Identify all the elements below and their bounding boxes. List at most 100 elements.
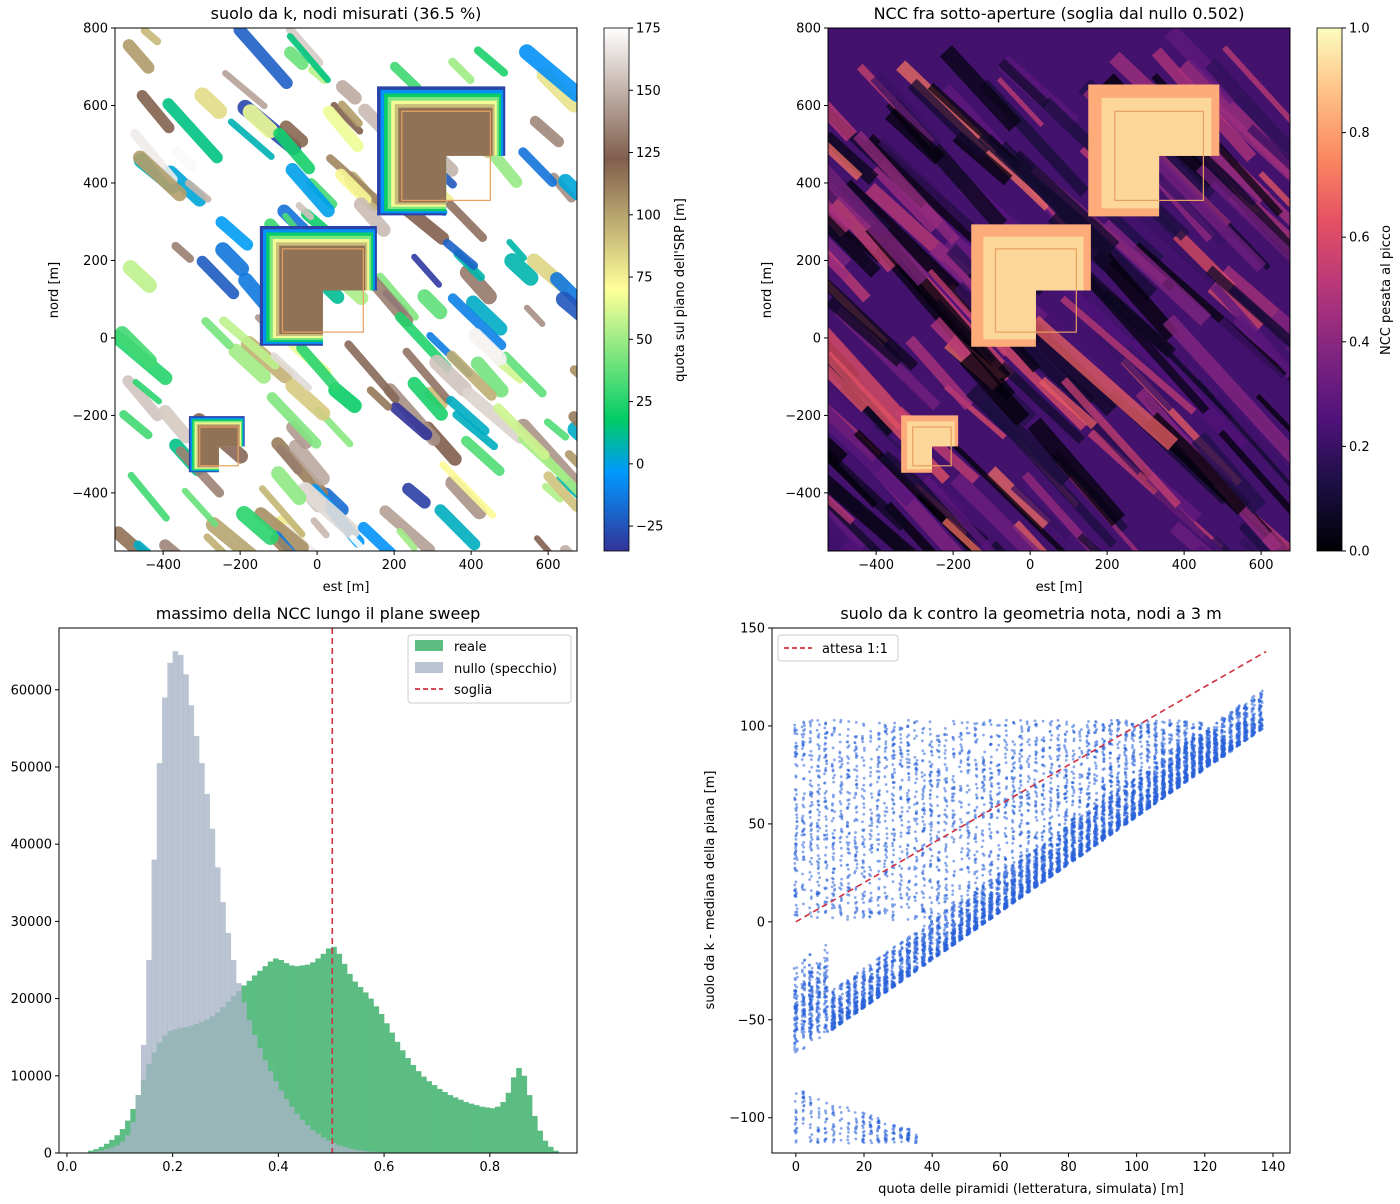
scatter-point <box>1125 721 1128 724</box>
scatter-point <box>817 872 820 875</box>
ncc-streak <box>1336 386 1400 483</box>
scatter-point <box>1176 725 1179 728</box>
scatter-point <box>914 830 917 833</box>
scatter-point <box>1140 745 1143 748</box>
hist-bar-reale <box>416 1071 422 1153</box>
scatter-point <box>795 880 798 883</box>
scatter-point <box>981 845 984 848</box>
scatter-point <box>839 752 842 755</box>
hist-bar-reale <box>405 1058 411 1153</box>
scatter-point <box>848 841 851 844</box>
scatter-point <box>951 884 954 887</box>
scatter-point <box>833 884 836 887</box>
y-tick-label: 800 <box>83 22 108 37</box>
scatter-point <box>943 752 946 755</box>
scatter-point <box>886 790 889 793</box>
scatter-point <box>825 818 828 821</box>
scatter-point <box>1004 827 1007 830</box>
scatter-point <box>960 895 963 898</box>
scatter-point <box>1131 754 1134 757</box>
scatter-point <box>906 903 909 906</box>
scatter-point <box>862 841 865 844</box>
scatter-point <box>1102 757 1105 760</box>
scatter-point <box>1049 781 1052 784</box>
y-tick-label: 50000 <box>11 760 52 775</box>
scatter-point <box>1139 773 1142 776</box>
scatter-point <box>938 740 941 743</box>
scatter-point <box>1018 795 1021 798</box>
y-tick-label: 20000 <box>11 992 52 1007</box>
scatter-point <box>1065 721 1068 724</box>
scatter-point <box>1108 724 1111 727</box>
scatter-point <box>796 825 799 828</box>
scatter-point <box>1065 808 1068 811</box>
scatter-point <box>803 833 806 836</box>
scatter-point <box>892 812 895 815</box>
y-tick-label: −400 <box>72 486 108 501</box>
scatter-point <box>817 765 820 768</box>
y-tick-label: 400 <box>83 176 108 191</box>
scatter-point <box>832 848 835 851</box>
hist-bar-nullo <box>104 1149 110 1153</box>
scatter-point <box>816 860 819 863</box>
scatter-point <box>997 744 1000 747</box>
scatter-point <box>1066 829 1069 832</box>
scatter-point <box>997 854 1000 857</box>
scatter-point <box>929 720 932 723</box>
scatter-point <box>1093 755 1096 758</box>
scatter-point <box>840 914 843 917</box>
scatter-point <box>1049 796 1052 799</box>
scatter-point <box>1124 762 1127 765</box>
scatter-point <box>1034 816 1037 819</box>
colorbar-tick-label: 0.8 <box>1349 126 1370 141</box>
scatter-point <box>1042 739 1045 742</box>
scatter-point <box>810 795 813 798</box>
y-tick-label: 800 <box>796 22 821 37</box>
scatter-point <box>1146 748 1149 751</box>
scatter-point <box>817 800 820 803</box>
scatter-point <box>906 795 909 798</box>
scatter-point <box>1065 796 1068 799</box>
scatter-point <box>817 830 820 833</box>
scatter-point <box>914 756 917 759</box>
scatter-point <box>1101 751 1104 754</box>
scatter-point <box>1051 833 1054 836</box>
scatter-point <box>1163 732 1166 735</box>
scatter-point <box>846 835 849 838</box>
scatter-point <box>1019 774 1022 777</box>
scatter-point <box>989 777 992 780</box>
y-tick-label: 30000 <box>11 915 52 930</box>
scatter-point <box>893 781 896 784</box>
scatter-point <box>861 859 864 862</box>
scatter-point <box>876 899 879 902</box>
x-tick-label: 0 <box>1026 558 1034 573</box>
scatter-point <box>915 812 918 815</box>
scatter-point <box>936 881 939 884</box>
scatter-point <box>818 755 821 758</box>
scatter-point <box>1184 738 1187 741</box>
scatter-point <box>976 806 979 809</box>
scatter-point <box>1056 808 1059 811</box>
scatter-point <box>870 892 873 895</box>
scatter-point <box>1012 800 1015 803</box>
scatter-point <box>990 837 993 840</box>
scatter-point <box>892 849 895 852</box>
scatter-point <box>1168 742 1171 745</box>
scatter-point <box>1004 811 1007 814</box>
scatter-point <box>974 833 977 836</box>
scatter-point <box>901 850 904 853</box>
colorbar-tick-label: 25 <box>636 395 653 410</box>
scatter-point <box>997 763 1000 766</box>
scatter-point <box>1088 767 1091 770</box>
hist-bar-nullo <box>236 983 242 1153</box>
scatter-point <box>869 740 872 743</box>
scatter-point <box>793 724 796 727</box>
ground-streak <box>299 205 311 216</box>
scatter-point <box>907 778 910 781</box>
scatter-point <box>1133 729 1136 732</box>
scatter-point <box>826 879 829 882</box>
hist-bar-nullo <box>247 1020 253 1153</box>
x-tick-label: −400 <box>858 558 894 573</box>
scatter-point <box>826 896 829 899</box>
scatter-point <box>1148 756 1151 759</box>
